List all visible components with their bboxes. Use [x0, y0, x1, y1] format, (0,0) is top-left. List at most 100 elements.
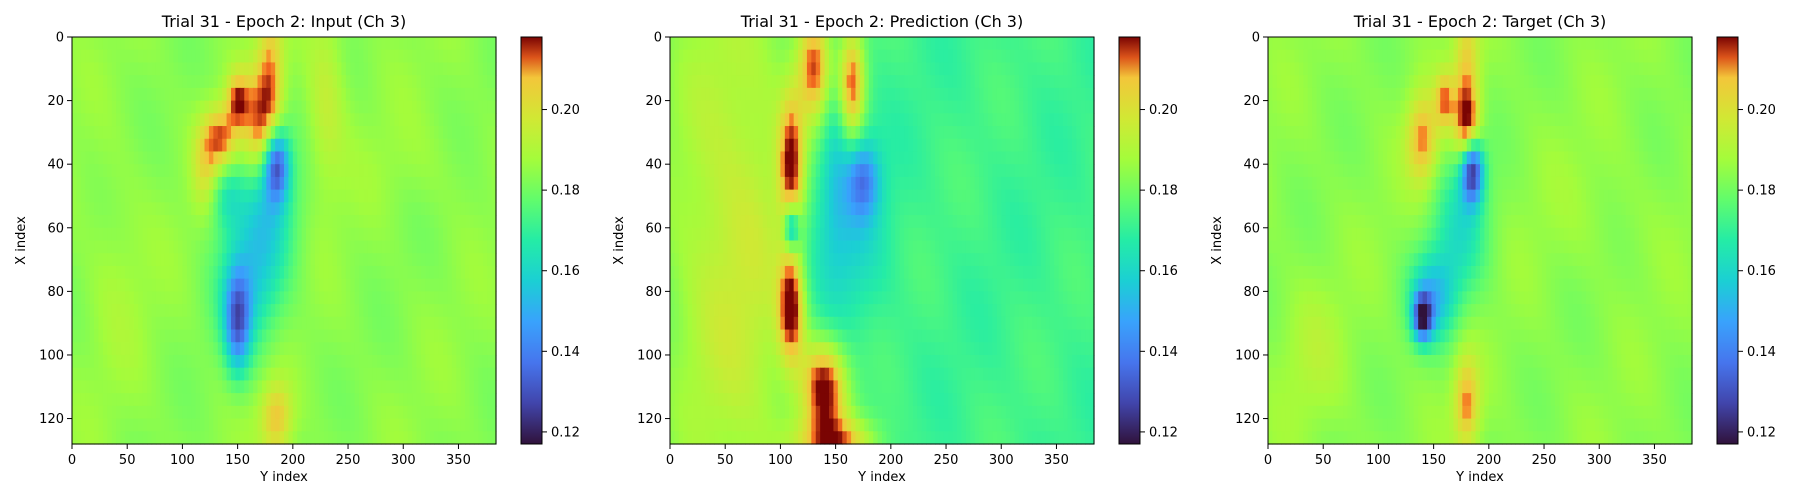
- heatmap-cell: [811, 265, 817, 280]
- heatmap-cell: [802, 189, 808, 203]
- heatmap-cell: [670, 164, 676, 178]
- heatmap-cell: [270, 189, 276, 203]
- heatmap-cell: [169, 405, 175, 420]
- heatmap-cell: [798, 215, 804, 229]
- heatmap-cell: [350, 405, 356, 420]
- heatmap-cell: [169, 75, 175, 89]
- heatmap-cell: [469, 176, 475, 191]
- heatmap-cell: [456, 75, 462, 89]
- heatmap-cell: [1027, 49, 1033, 64]
- heatmap-cell: [195, 342, 201, 356]
- heatmap-cell: [244, 253, 250, 267]
- heatmap-cell: [398, 405, 404, 420]
- heatmap-cell: [200, 202, 206, 216]
- heatmap-cell: [837, 126, 843, 140]
- heatmap-cell: [412, 189, 418, 203]
- heatmap-cell: [758, 151, 764, 165]
- heatmap-cell: [1010, 126, 1016, 140]
- heatmap-cell: [692, 75, 698, 89]
- heatmap-cell: [762, 87, 768, 102]
- heatmap-cell: [332, 151, 338, 165]
- heatmap-cell: [714, 151, 720, 165]
- heatmap-cell: [491, 176, 497, 191]
- heatmap-cell: [820, 227, 826, 242]
- heatmap-cell: [160, 291, 166, 305]
- heatmap-cell: [465, 291, 471, 305]
- heatmap-cell: [102, 265, 108, 280]
- heatmap-cell: [776, 75, 782, 89]
- heatmap-cell: [438, 304, 444, 318]
- heatmap-cell: [261, 215, 267, 229]
- heatmap-cell: [837, 151, 843, 165]
- heatmap-cell: [434, 100, 440, 114]
- heatmap-cell: [456, 278, 462, 292]
- heatmap-cell: [943, 227, 949, 242]
- heatmap-cell: [107, 342, 113, 356]
- heatmap-cell: [683, 113, 689, 127]
- heatmap-cell: [678, 189, 684, 203]
- heatmap-cell: [877, 227, 883, 242]
- heatmap-cell: [948, 62, 954, 76]
- heatmap-cell: [72, 87, 78, 102]
- heatmap-cell: [164, 354, 170, 369]
- heatmap-cell: [403, 202, 409, 216]
- heatmap-cell: [76, 291, 82, 305]
- heatmap-cell: [310, 87, 316, 102]
- heatmap-cell: [164, 87, 170, 102]
- heatmap-cell: [1085, 240, 1091, 254]
- heatmap-cell: [416, 405, 422, 420]
- heatmap-cell: [886, 202, 892, 216]
- heatmap-cell: [394, 75, 400, 89]
- heatmap-cell: [460, 151, 466, 165]
- heatmap-cell: [354, 329, 360, 343]
- heatmap-cell: [169, 49, 175, 64]
- heatmap-cell: [359, 304, 365, 318]
- heatmap-cell: [111, 393, 117, 407]
- heatmap-cell: [102, 329, 108, 343]
- heatmap-cell: [1001, 189, 1007, 203]
- heatmap-cell: [248, 126, 254, 140]
- heatmap-cell: [926, 189, 932, 203]
- heatmap-cell: [948, 164, 954, 178]
- heatmap-cell: [213, 189, 219, 203]
- heatmap-cell: [226, 393, 232, 407]
- heatmap-cell: [390, 291, 396, 305]
- heatmap-cell: [965, 265, 971, 280]
- heatmap-cell: [155, 304, 161, 318]
- heatmap-cell: [434, 380, 440, 394]
- heatmap-cell: [1010, 215, 1016, 229]
- heatmap-cell: [979, 113, 985, 127]
- heatmap-cell: [438, 151, 444, 165]
- heatmap-cell: [443, 253, 449, 267]
- heatmap-cell: [381, 176, 387, 191]
- heatmap-cell: [403, 342, 409, 356]
- heatmap-cell: [917, 202, 923, 216]
- heatmap-cell: [438, 138, 444, 153]
- heatmap-cell: [297, 126, 303, 140]
- heatmap-cell: [390, 189, 396, 203]
- heatmap-cell: [120, 138, 126, 153]
- heatmap-cell: [169, 278, 175, 292]
- heatmap-cell: [208, 431, 214, 445]
- heatmap-cell: [147, 316, 153, 331]
- heatmap-cell: [301, 240, 307, 254]
- heatmap-cell: [447, 189, 453, 203]
- heatmap-cell: [798, 240, 804, 254]
- heatmap-cell: [111, 49, 117, 64]
- heatmap-cell: [133, 138, 139, 153]
- heatmap-cell: [674, 62, 680, 76]
- heatmap-cell: [385, 367, 391, 382]
- heatmap-cell: [169, 342, 175, 356]
- heatmap-cell: [970, 138, 976, 153]
- heatmap-cell: [1063, 215, 1069, 229]
- heatmap-cell: [337, 189, 343, 203]
- heatmap-cell: [465, 393, 471, 407]
- heatmap-cell: [767, 227, 773, 242]
- heatmap-cell: [696, 100, 702, 114]
- heatmap-cell: [314, 367, 320, 382]
- heatmap-cell: [381, 405, 387, 420]
- heatmap-cell: [102, 405, 108, 420]
- heatmap-cell: [235, 176, 241, 191]
- heatmap-cell: [155, 354, 161, 369]
- heatmap-cell: [961, 202, 967, 216]
